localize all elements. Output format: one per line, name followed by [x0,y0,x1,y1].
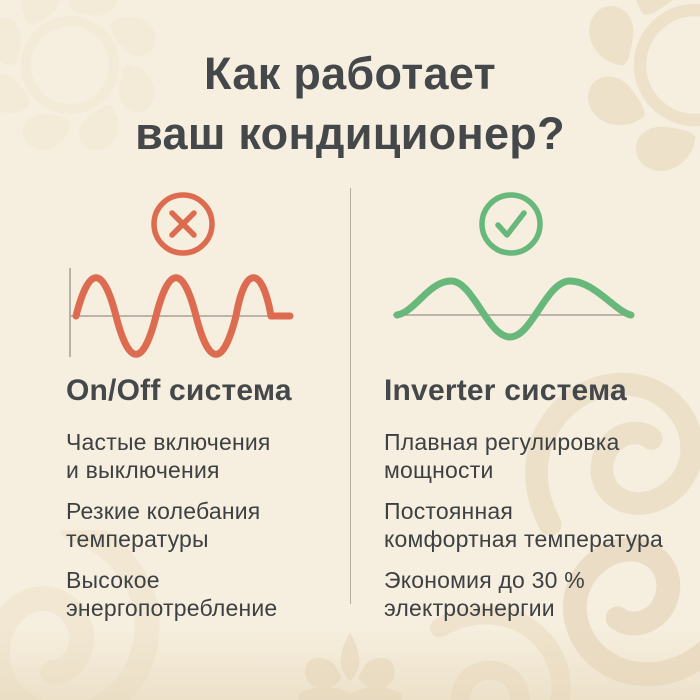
list-item: Высокое энергопотребление [66,567,278,621]
list-item: Постоянная комфортная температура [384,498,664,552]
check-circle-icon [479,192,543,256]
list-item: Частые включения и выключения [66,429,271,483]
inverter-wave-chart [393,277,635,341]
list-item: Плавная регулировка мощности [384,429,620,483]
page-title-line1: Как работает [204,48,496,99]
onoff-items: Частые включения и выключения Резкие кол… [66,428,277,635]
column-divider [350,188,351,604]
onoff-heading: On/Off система [66,374,292,407]
inverter-heading: Inverter система [384,374,627,407]
onoff-wave-chart [69,268,294,358]
list-item: Экономия до 30 % электроэнергии [384,567,585,621]
page-title-line2: ваш кондиционер? [135,108,565,159]
list-item: Резкие колебания температуры [66,498,261,552]
cross-circle-icon [151,192,215,256]
page-title: Как работает ваш кондиционер? [0,44,700,164]
inverter-items: Плавная регулировка мощности Постоянная … [384,428,663,635]
